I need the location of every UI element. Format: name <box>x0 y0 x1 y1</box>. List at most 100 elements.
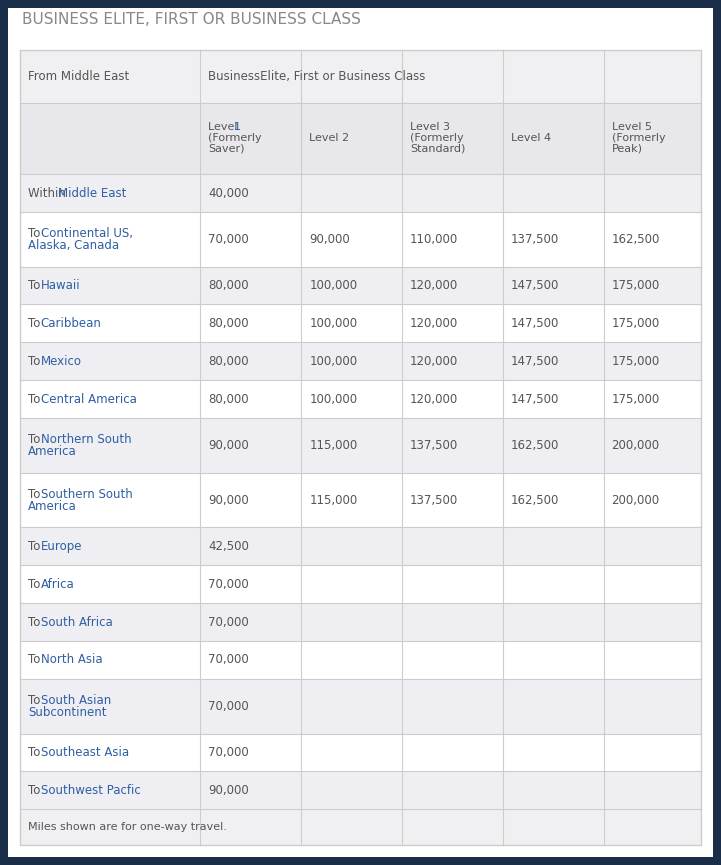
Text: From Middle East: From Middle East <box>28 70 129 83</box>
Text: To: To <box>28 540 44 553</box>
Text: To: To <box>28 227 44 240</box>
Text: South Africa: South Africa <box>41 616 112 629</box>
Bar <box>20 641 701 679</box>
Text: 70,000: 70,000 <box>208 616 249 629</box>
Text: 90,000: 90,000 <box>309 233 350 246</box>
Text: Peak): Peak) <box>611 144 642 154</box>
Text: 147,500: 147,500 <box>511 317 559 330</box>
Text: 40,000: 40,000 <box>208 187 249 200</box>
Text: Level: Level <box>208 122 242 131</box>
Text: 100,000: 100,000 <box>309 355 358 368</box>
Text: (Formerly: (Formerly <box>611 133 665 143</box>
Text: Central America: Central America <box>41 393 136 406</box>
Text: Saver): Saver) <box>208 144 245 154</box>
Text: 115,000: 115,000 <box>309 439 358 452</box>
Text: 100,000: 100,000 <box>309 317 358 330</box>
Text: Northern South: Northern South <box>41 433 131 446</box>
Bar <box>20 810 701 845</box>
Bar <box>20 103 701 174</box>
Text: 80,000: 80,000 <box>208 279 249 292</box>
Text: 70,000: 70,000 <box>208 233 249 246</box>
Text: 90,000: 90,000 <box>208 494 249 507</box>
Text: To: To <box>28 578 44 591</box>
Text: To: To <box>28 355 44 368</box>
Text: 137,500: 137,500 <box>511 233 559 246</box>
Text: 90,000: 90,000 <box>208 784 249 797</box>
Bar <box>20 50 701 103</box>
Text: BUSINESS ELITE, FIRST OR BUSINESS CLASS: BUSINESS ELITE, FIRST OR BUSINESS CLASS <box>22 12 361 27</box>
Text: 147,500: 147,500 <box>511 279 559 292</box>
Text: Within: Within <box>28 187 70 200</box>
Text: America: America <box>28 445 76 458</box>
Text: 120,000: 120,000 <box>410 279 459 292</box>
Text: Hawaii: Hawaii <box>41 279 80 292</box>
Bar <box>20 343 701 381</box>
Text: Alaska, Canada: Alaska, Canada <box>28 239 119 252</box>
Text: Africa: Africa <box>41 578 74 591</box>
Text: Southwest Pacfic: Southwest Pacfic <box>41 784 141 797</box>
Text: Southeast Asia: Southeast Asia <box>41 746 129 759</box>
Text: 70,000: 70,000 <box>208 653 249 666</box>
Text: 80,000: 80,000 <box>208 317 249 330</box>
Text: 1: 1 <box>234 122 240 131</box>
Text: 110,000: 110,000 <box>410 233 459 246</box>
Text: 80,000: 80,000 <box>208 355 249 368</box>
Text: 100,000: 100,000 <box>309 279 358 292</box>
Bar <box>20 381 701 418</box>
Text: 80,000: 80,000 <box>208 393 249 406</box>
Text: 42,500: 42,500 <box>208 540 249 553</box>
Text: To: To <box>28 393 44 406</box>
Text: To: To <box>28 784 44 797</box>
Bar <box>20 603 701 641</box>
Text: Mexico: Mexico <box>41 355 81 368</box>
Text: South Asian: South Asian <box>41 694 111 707</box>
Bar <box>20 528 701 566</box>
Text: BusinessElite, First or Business Class: BusinessElite, First or Business Class <box>208 70 426 83</box>
Text: Subcontinent: Subcontinent <box>28 706 107 719</box>
Text: (Formerly: (Formerly <box>410 133 464 143</box>
Text: 162,500: 162,500 <box>511 439 559 452</box>
Text: 137,500: 137,500 <box>410 439 459 452</box>
Text: 70,000: 70,000 <box>208 700 249 713</box>
Text: Level 4: Level 4 <box>511 133 551 144</box>
Bar <box>20 418 701 473</box>
Text: Middle East: Middle East <box>58 187 126 200</box>
Text: 120,000: 120,000 <box>410 355 459 368</box>
Text: 162,500: 162,500 <box>611 233 660 246</box>
Text: To: To <box>28 616 44 629</box>
Text: To: To <box>28 694 44 707</box>
Text: 70,000: 70,000 <box>208 578 249 591</box>
Text: To: To <box>28 433 44 446</box>
Text: To: To <box>28 488 44 501</box>
Text: Europe: Europe <box>41 540 82 553</box>
Text: 200,000: 200,000 <box>611 439 660 452</box>
Text: (Formerly: (Formerly <box>208 133 262 143</box>
Bar <box>20 304 701 343</box>
Text: 70,000: 70,000 <box>208 746 249 759</box>
Text: Caribbean: Caribbean <box>41 317 102 330</box>
Text: 175,000: 175,000 <box>611 355 660 368</box>
Text: North Asia: North Asia <box>41 653 102 666</box>
Text: America: America <box>28 500 76 513</box>
Text: Level 2: Level 2 <box>309 133 350 144</box>
Text: To: To <box>28 279 44 292</box>
Text: 137,500: 137,500 <box>410 494 459 507</box>
Text: 90,000: 90,000 <box>208 439 249 452</box>
Text: To: To <box>28 746 44 759</box>
Bar <box>20 212 701 266</box>
Text: 175,000: 175,000 <box>611 279 660 292</box>
Text: 147,500: 147,500 <box>511 355 559 368</box>
Bar <box>20 266 701 304</box>
Text: 120,000: 120,000 <box>410 393 459 406</box>
Bar <box>20 734 701 772</box>
Text: Standard): Standard) <box>410 144 466 154</box>
Text: Continental US,: Continental US, <box>41 227 133 240</box>
Text: 147,500: 147,500 <box>511 393 559 406</box>
Bar <box>20 174 701 212</box>
Text: Miles shown are for one-way travel.: Miles shown are for one-way travel. <box>28 822 227 832</box>
Bar <box>20 772 701 810</box>
Text: 200,000: 200,000 <box>611 494 660 507</box>
Text: 100,000: 100,000 <box>309 393 358 406</box>
Text: Southern South: Southern South <box>41 488 133 501</box>
Text: Level 5: Level 5 <box>611 122 652 131</box>
